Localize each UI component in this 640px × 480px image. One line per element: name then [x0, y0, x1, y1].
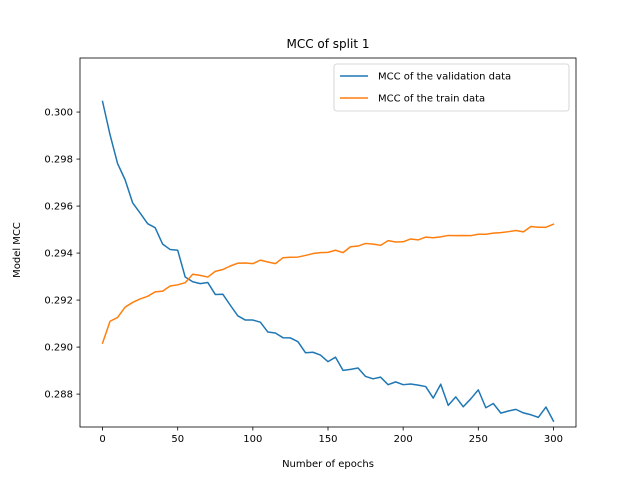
- x-tick-label: 150: [318, 434, 337, 445]
- plot-background: [80, 58, 576, 427]
- y-tick-label: 0.288: [44, 390, 73, 401]
- y-tick-label: 0.296: [44, 202, 73, 213]
- y-tick-label: 0.292: [44, 296, 73, 307]
- y-axis-label: Model MCC: [12, 222, 23, 278]
- x-tick-label: 100: [243, 434, 262, 445]
- x-tick-label: 0: [99, 434, 105, 445]
- legend-box: [333, 63, 570, 112]
- x-axis-label: Number of epochs: [282, 459, 374, 470]
- series-lines: [101, 100, 555, 423]
- axes: 0 50 100 150 200 250 300 0.288 0.290 0.292 0.294 0.…: [44, 57, 577, 445]
- y-tick-label: 0.294: [44, 249, 73, 260]
- legend-label-2: MCC of the train data: [378, 94, 485, 105]
- x-tick-label: 200: [394, 434, 413, 445]
- x-tick-label: 250: [469, 434, 488, 445]
- chart-title: MCC of split 1: [287, 37, 370, 51]
- legend-label-1: MCC of the validation data: [378, 72, 511, 83]
- x-tick-label: 300: [544, 434, 563, 445]
- y-tick-label: 0.300: [44, 108, 73, 119]
- plot-area: [80, 58, 576, 427]
- x-tick-label: 50: [171, 434, 184, 445]
- series-line-1: [101, 100, 555, 423]
- legend: MCC of the validation data MCC of the tra…: [333, 63, 570, 112]
- y-tick-label: 0.298: [44, 155, 73, 166]
- y-tick-label: 0.290: [44, 343, 73, 354]
- series-line-2: [101, 223, 555, 345]
